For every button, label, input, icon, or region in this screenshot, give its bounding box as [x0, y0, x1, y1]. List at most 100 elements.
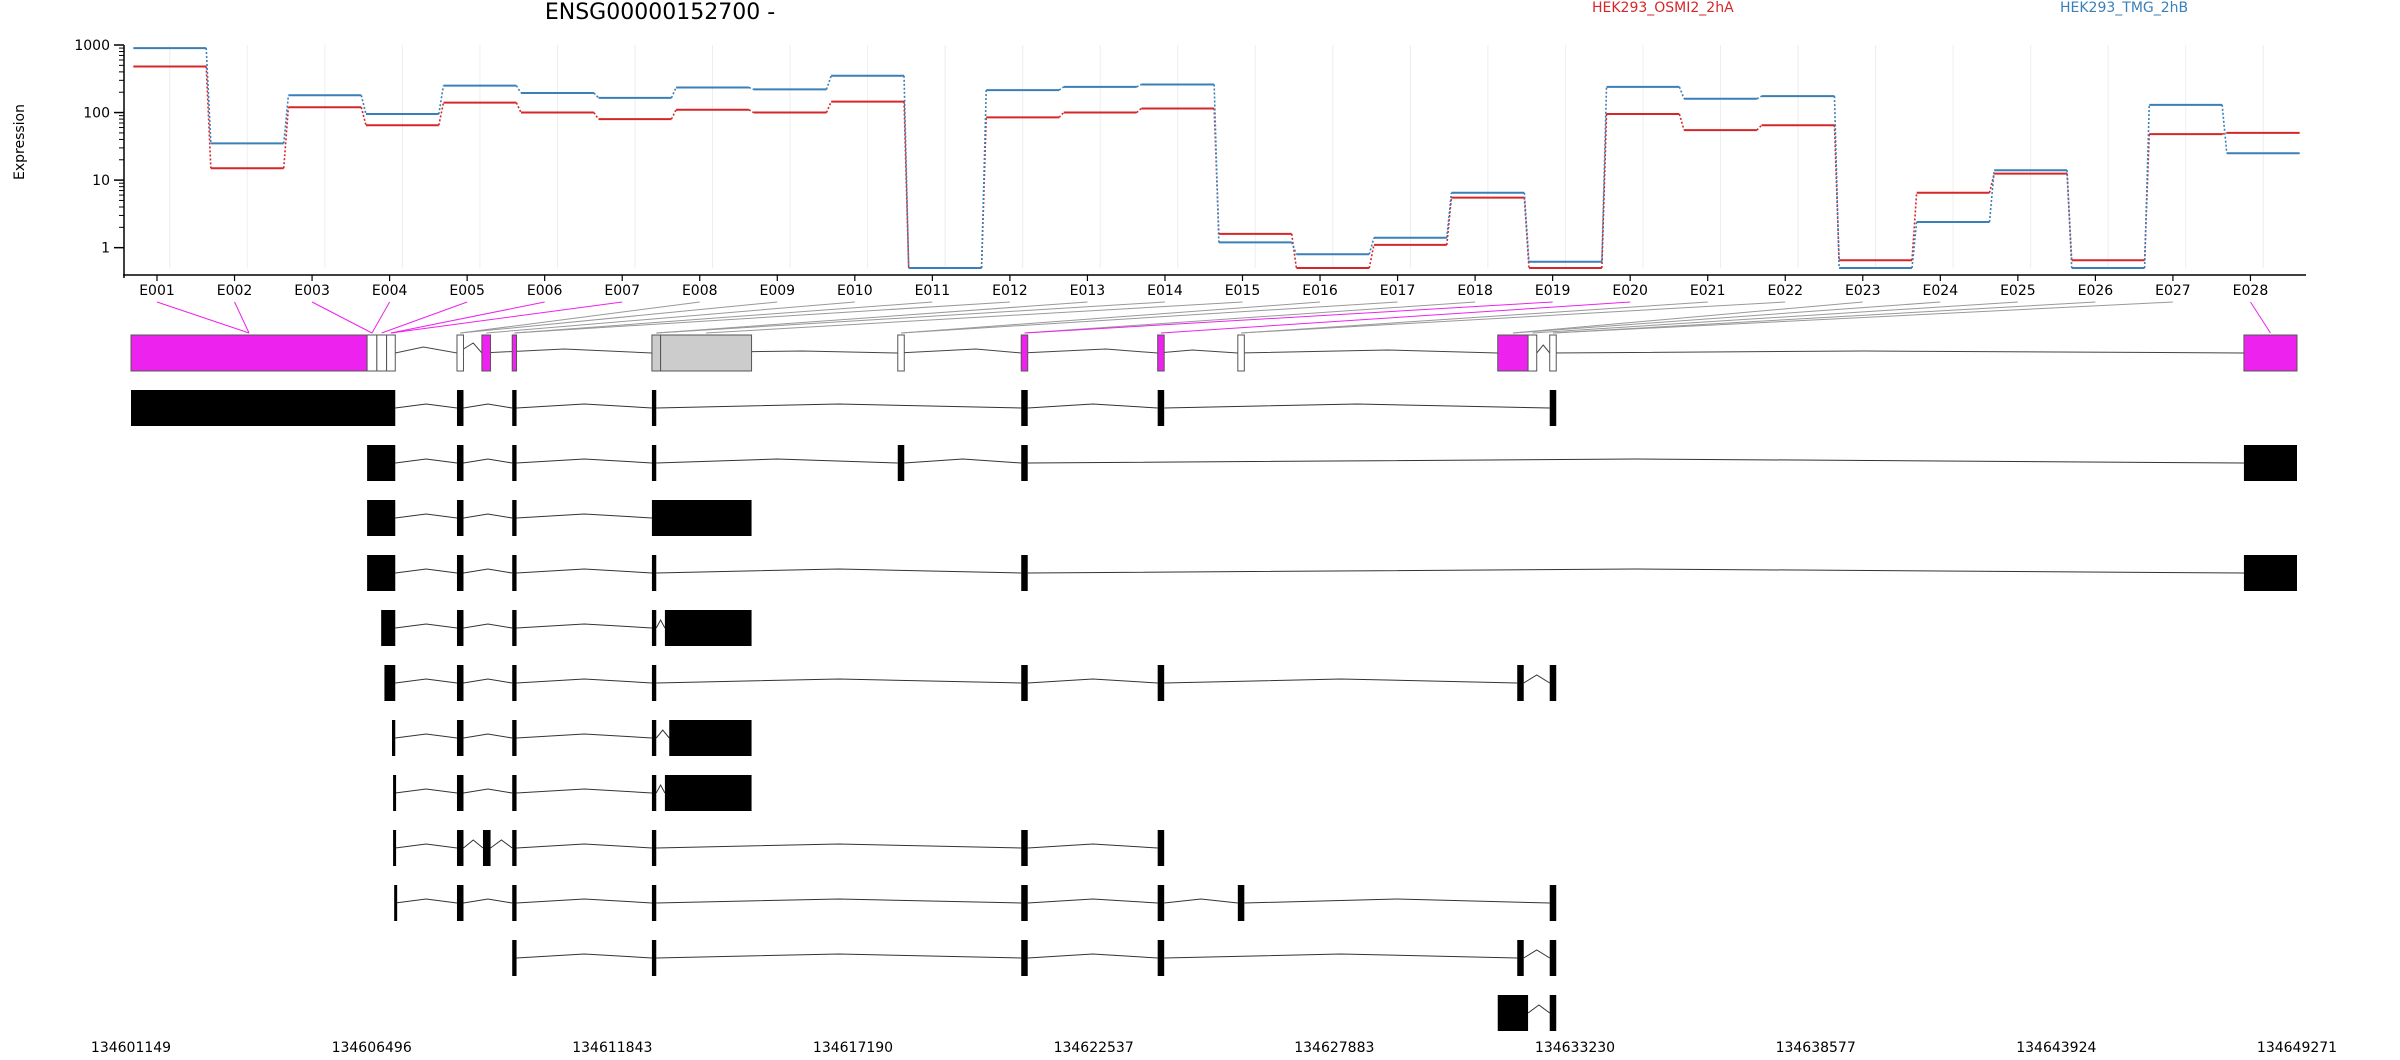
- transcript-intron: [516, 953, 652, 959]
- transcript-exon: [512, 775, 517, 811]
- transcript-exon: [1021, 885, 1028, 921]
- transcript-exon: [1021, 555, 1028, 591]
- transcript-intron: [516, 898, 652, 904]
- transcript-exon: [456, 445, 464, 481]
- gene-model-exon: [2243, 334, 2298, 372]
- chart-title: ENSG00000152700 -: [544, 0, 776, 25]
- exon-connector-line: [656, 301, 1088, 334]
- exon-connector-line: [381, 301, 468, 334]
- series-connector: [205, 66, 212, 169]
- transcript-exon: [1021, 940, 1028, 976]
- transcript-exon: [651, 555, 657, 591]
- transcript-exon: [512, 940, 517, 976]
- x-tick-label: E020: [1612, 283, 1648, 299]
- transcript-exon: [651, 885, 657, 921]
- series-connector: [1523, 192, 1530, 262]
- transcript-exon: [669, 720, 752, 756]
- transcript-exon: [1549, 940, 1557, 976]
- exon-connector-line: [1552, 301, 2096, 334]
- transcript-intron: [463, 678, 513, 684]
- genomic-coordinate-label: 134627883: [1294, 1040, 1374, 1056]
- gene-model-exon: [130, 334, 368, 372]
- series-connector: [1911, 192, 1918, 261]
- series-connector: [1833, 96, 1840, 269]
- series-connector: [1368, 237, 1375, 255]
- transcript-exon: [512, 665, 517, 701]
- transcript-intron: [395, 898, 458, 904]
- gene-model-exon: [511, 334, 518, 372]
- transcript-intron: [1027, 678, 1158, 684]
- transcript-exon: [1157, 830, 1165, 866]
- transcript-exon: [456, 500, 464, 536]
- transcript-intron: [655, 618, 666, 629]
- transcript-intron: [516, 458, 652, 464]
- transcript-intron: [395, 623, 458, 629]
- transcript-row: [384, 665, 1557, 701]
- exon-connector-line: [1241, 301, 1708, 334]
- x-tick-label: E026: [2078, 283, 2114, 299]
- transcript-intron: [1027, 953, 1158, 959]
- genomic-coordinate-label: 134638577: [1776, 1040, 1856, 1056]
- series-connector: [1445, 192, 1453, 238]
- gene-model-exon: [1237, 334, 1245, 372]
- transcript-exon: [456, 610, 464, 646]
- x-tick-label: E005: [449, 283, 485, 299]
- x-tick-label: E007: [604, 283, 640, 299]
- series-connector: [980, 90, 988, 269]
- x-tick-label: E025: [2000, 283, 2036, 299]
- series-connector: [1756, 95, 1762, 100]
- transcript-intron: [463, 788, 513, 794]
- x-tick-label: E010: [837, 283, 873, 299]
- series-connector: [748, 86, 754, 91]
- series-connector: [670, 109, 677, 120]
- transcript-row: [381, 610, 752, 646]
- x-tick-label: E017: [1380, 283, 1416, 299]
- transcript-intron: [463, 733, 513, 739]
- series-connector: [1213, 84, 1220, 243]
- series-connector: [2221, 132, 2227, 135]
- exon-connector-line: [460, 301, 778, 334]
- transcript-exon: [1021, 445, 1028, 481]
- gene-model-exon: [651, 334, 662, 372]
- transcript-intron: [1164, 953, 1518, 959]
- transcript-intron: [1027, 403, 1158, 409]
- transcript-intron: [1523, 674, 1550, 684]
- transcript-exon: [456, 665, 464, 701]
- transcript-exon: [651, 500, 752, 536]
- transcript-exon: [456, 775, 464, 811]
- gene-model-exon: [481, 334, 492, 372]
- x-tick-label: E006: [527, 283, 563, 299]
- genomic-coordinate-label: 134633230: [1535, 1040, 1615, 1056]
- y-tick-label: 100: [83, 106, 110, 122]
- transcript-exon: [651, 775, 657, 811]
- gene-model-exon: [376, 334, 388, 372]
- transcript-exon: [367, 555, 396, 591]
- transcript-row: [393, 775, 752, 811]
- exon-connector-line: [371, 301, 391, 334]
- transcript-intron: [395, 513, 458, 519]
- transcript-exon: [456, 720, 464, 756]
- series-connector: [1290, 242, 1298, 255]
- transcript-exon: [482, 830, 491, 866]
- transcript-row: [1497, 995, 1557, 1031]
- transcript-intron: [516, 843, 652, 849]
- exon-connector-line: [1532, 301, 2018, 334]
- transcript-exon: [897, 445, 905, 481]
- transcript-intron: [463, 458, 513, 464]
- transcript-exon: [1157, 390, 1165, 426]
- exon-connector-line: [514, 301, 1010, 334]
- transcript-exon: [367, 500, 396, 536]
- transcript-exon: [512, 500, 517, 536]
- exon-connector-line: [900, 301, 1398, 334]
- transcript-exon: [456, 830, 464, 866]
- legend-entry-series-1: HEK293_OSMI2_2hA: [1592, 0, 1734, 16]
- series-connector: [1290, 233, 1298, 269]
- series-connector: [515, 102, 522, 113]
- x-tick-label: E021: [1690, 283, 1726, 299]
- series-connector: [1988, 170, 1995, 223]
- transcript-intron: [463, 403, 513, 409]
- transcript-exon: [651, 830, 657, 866]
- transcript-row: [131, 390, 1557, 426]
- x-tick-label: E003: [294, 283, 330, 299]
- transcript-exon: [1157, 665, 1165, 701]
